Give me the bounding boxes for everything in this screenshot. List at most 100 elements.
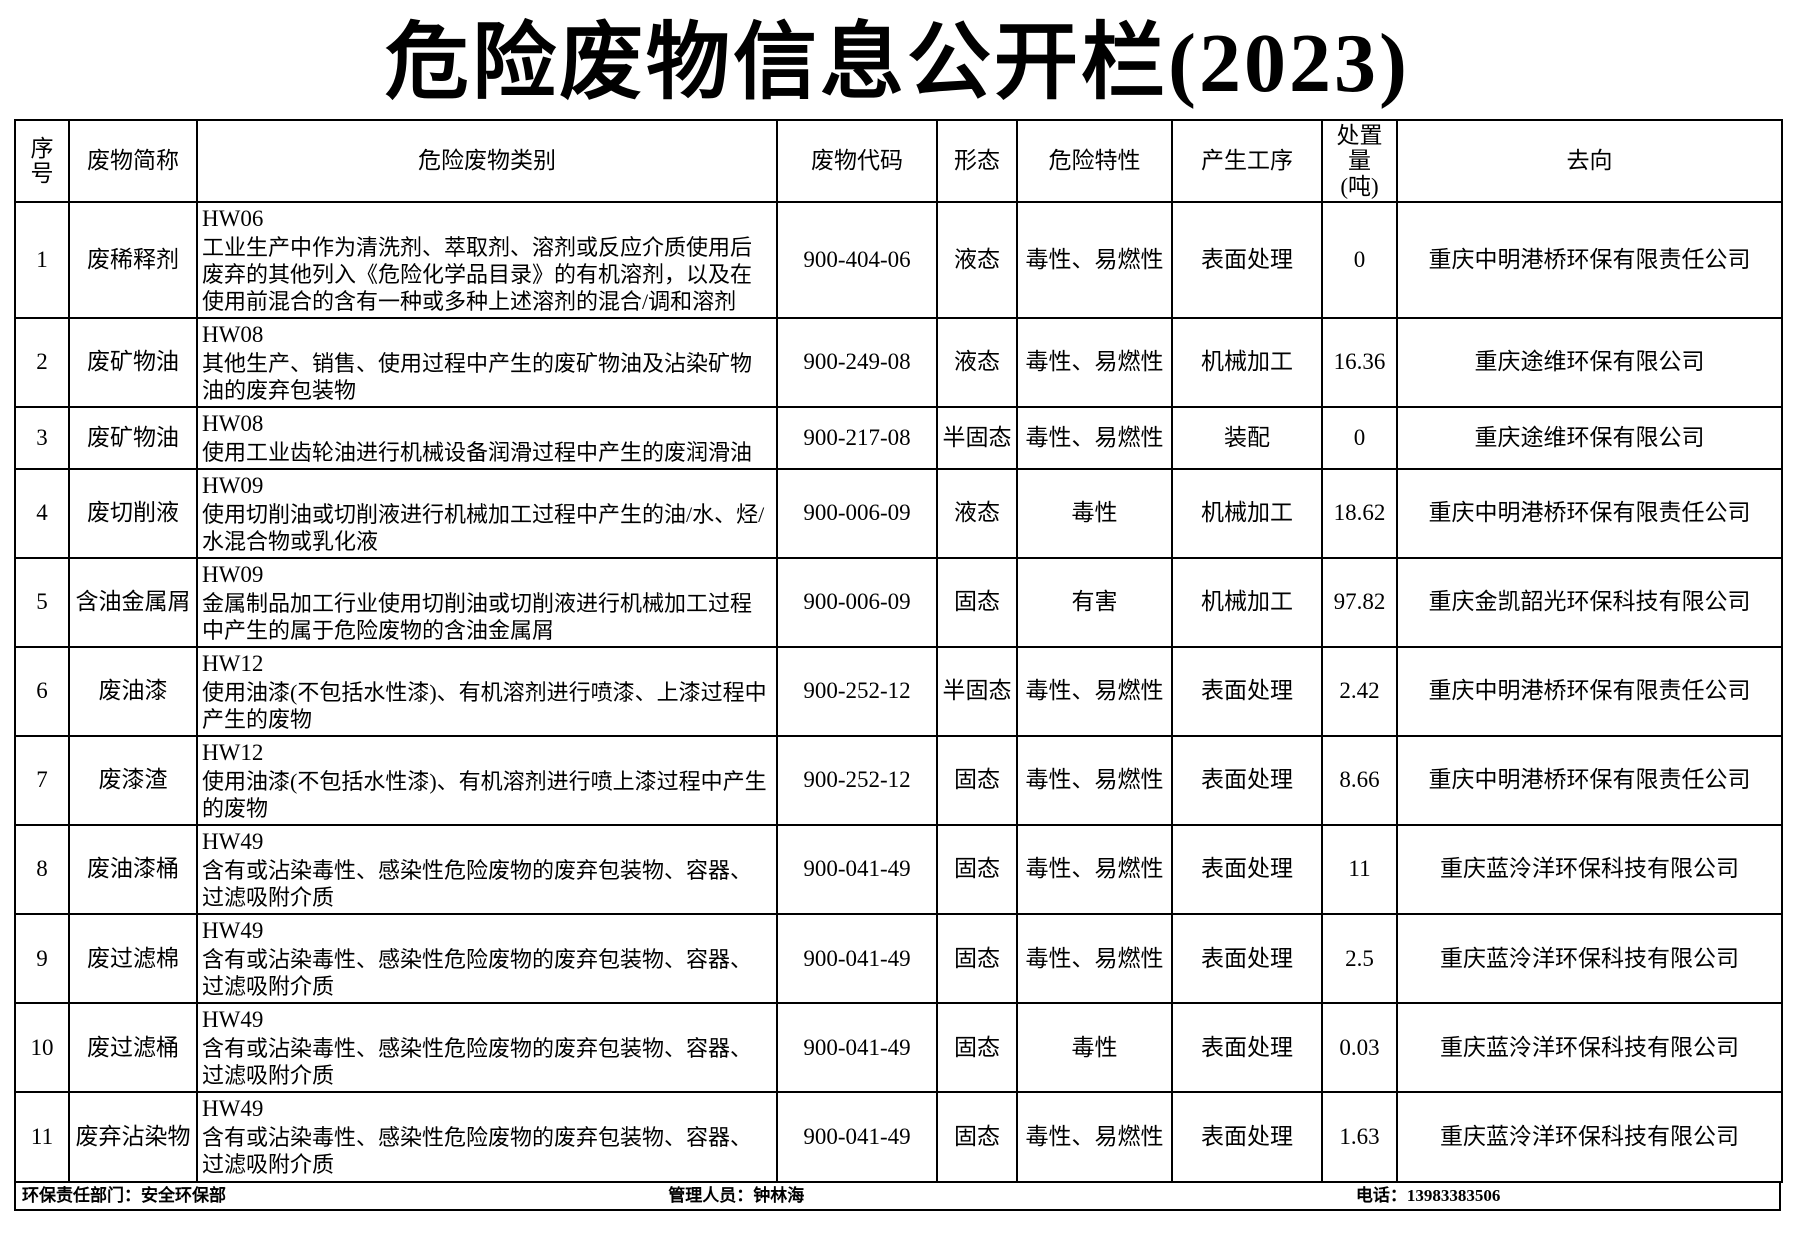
table-row: 8 废油漆桶 HW49 含有或沾染毒性、感染性危险废物的废弃包装物、容器、过滤吸附介质…	[14, 824, 1783, 916]
waste-form: 固态	[936, 1091, 1018, 1183]
category-description: 使用油漆(不包括水性漆)、有机溶剂进行喷漆、上漆过程中产生的废物	[202, 679, 767, 733]
waste-category: HW08 使用工业齿轮油进行机械设备润滑过程中产生的废润滑油	[196, 406, 778, 471]
waste-table-body: 1 废稀释剂 HW06 工业生产中作为清洗剂、萃取剂、溶剂或反应介质使用后废弃的其他列…	[14, 200, 1783, 1183]
row-number: 8	[14, 824, 70, 916]
waste-form: 固态	[936, 735, 1018, 827]
header-amount: 处置量 (吨)	[1321, 119, 1398, 203]
row-number: 3	[14, 406, 70, 471]
waste-form: 半固态	[936, 646, 1018, 738]
table-row: 3 废矿物油 HW08 使用工业齿轮油进行机械设备润滑过程中产生的废润滑油 900-21…	[14, 406, 1783, 471]
header-hazard: 危险特性	[1016, 119, 1173, 203]
waste-code: 900-217-08	[776, 406, 938, 471]
table-row: 2 废矿物油 HW08 其他生产、销售、使用过程中产生的废矿物油及沾染矿物油的废弃包装…	[14, 317, 1783, 409]
disposal-amount: 18.62	[1321, 468, 1398, 560]
disposal-amount: 97.82	[1321, 557, 1398, 649]
hw-code: HW06	[202, 206, 264, 231]
responsible-department: 环保责任部门：安全环保部	[22, 1185, 226, 1205]
production-process: 机械加工	[1171, 557, 1323, 649]
waste-name: 废漆渣	[68, 735, 198, 827]
header-category: 危险废物类别	[196, 119, 778, 203]
hazard-traits: 毒性、易燃性	[1016, 735, 1173, 827]
waste-name: 废矿物油	[68, 406, 198, 471]
table-footer: 环保责任部门：安全环保部 管理人员：钟林海 电话：13983383506	[14, 1182, 1781, 1211]
row-number: 11	[14, 1091, 70, 1183]
row-number: 9	[14, 913, 70, 1005]
header-no: 序号	[14, 119, 70, 203]
disposal-amount: 2.5	[1321, 913, 1398, 1005]
production-process: 表面处理	[1171, 824, 1323, 916]
waste-form: 固态	[936, 1002, 1018, 1094]
hazard-traits: 毒性	[1016, 468, 1173, 560]
hw-code: HW08	[202, 322, 264, 348]
waste-name: 废油漆桶	[68, 824, 198, 916]
category-description: 使用切削油或切削液进行机械加工过程中产生的油/水、烃/水混合物或乳化液	[202, 501, 765, 554]
hazard-traits: 毒性、易燃性	[1016, 646, 1173, 738]
hw-code: HW09	[202, 562, 264, 588]
disposal-amount: 0	[1321, 406, 1398, 471]
waste-category: HW49 含有或沾染毒性、感染性危险废物的废弃包装物、容器、过滤吸附介质	[196, 1091, 778, 1183]
destination: 重庆中明港桥环保有限责任公司	[1396, 735, 1783, 827]
waste-category: HW08 其他生产、销售、使用过程中产生的废矿物油及沾染矿物油的废弃包装物	[196, 317, 778, 409]
category-description: 含有或沾染毒性、感染性危险废物的废弃包装物、容器、过滤吸附介质	[202, 857, 753, 911]
waste-category: HW09 金属制品加工行业使用切削油或切削液进行机械加工过程中产生的属于危险废物的…	[196, 557, 778, 649]
destination: 重庆中明港桥环保有限责任公司	[1396, 200, 1783, 320]
phone: 电话：13983383506	[1355, 1185, 1501, 1205]
waste-category: HW09 使用切削油或切削液进行机械加工过程中产生的油/水、烃/水混合物或乳化液	[196, 468, 778, 560]
hazard-traits: 毒性、易燃性	[1016, 913, 1173, 1005]
hw-code: HW49	[202, 1096, 264, 1122]
category-description: 含有或沾染毒性、感染性危险废物的废弃包装物、容器、过滤吸附介质	[202, 1124, 753, 1178]
hw-code: HW12	[202, 740, 264, 766]
waste-code: 900-041-49	[776, 824, 938, 916]
category-description: 含有或沾染毒性、感染性危险废物的废弃包装物、容器、过滤吸附介质	[202, 1035, 753, 1089]
page-title: 危险废物信息公开栏(2023)	[385, 17, 1410, 110]
waste-form: 固态	[936, 913, 1018, 1005]
waste-name: 废弃沾染物	[68, 1091, 198, 1183]
disposal-amount: 16.36	[1321, 317, 1398, 409]
category-description: 工业生产中作为清洗剂、萃取剂、溶剂或反应介质使用后废弃的其他列入《危险化学品目录…	[202, 234, 753, 315]
category-description: 使用工业齿轮油进行机械设备润滑过程中产生的废润滑油	[202, 439, 753, 465]
table-row: 7 废漆渣 HW12 使用油漆(不包括水性漆)、有机溶剂进行喷上漆过程中产生的废物 90…	[14, 735, 1783, 827]
production-process: 表面处理	[1171, 1091, 1323, 1183]
waste-category: HW49 含有或沾染毒性、感染性危险废物的废弃包装物、容器、过滤吸附介质	[196, 1002, 778, 1094]
production-process: 装配	[1171, 406, 1323, 471]
waste-name: 含油金属屑	[68, 557, 198, 649]
production-process: 表面处理	[1171, 913, 1323, 1005]
hw-code: HW09	[202, 473, 264, 499]
table-row: 5 含油金属屑 HW09 金属制品加工行业使用切削油或切削液进行机械加工过程中产生的属…	[14, 557, 1783, 649]
waste-category: HW49 含有或沾染毒性、感染性危险废物的废弃包装物、容器、过滤吸附介质	[196, 913, 778, 1005]
production-process: 机械加工	[1171, 317, 1323, 409]
waste-name: 废矿物油	[68, 317, 198, 409]
waste-code: 900-006-09	[776, 468, 938, 560]
row-number: 10	[14, 1002, 70, 1094]
header-row: 序号 废物简称 危险废物类别 废物代码 形态 危险特性 产生工序 处置量 (吨)…	[14, 119, 1783, 203]
production-process: 表面处理	[1171, 646, 1323, 738]
hw-code: HW12	[202, 651, 264, 677]
production-process: 机械加工	[1171, 468, 1323, 560]
waste-form: 液态	[936, 468, 1018, 560]
table-row: 11 废弃沾染物 HW49 含有或沾染毒性、感染性危险废物的废弃包装物、容器、过滤吸附…	[14, 1091, 1783, 1183]
hazard-traits: 毒性、易燃性	[1016, 406, 1173, 471]
waste-code: 900-041-49	[776, 1091, 938, 1183]
waste-form: 固态	[936, 557, 1018, 649]
waste-code: 900-041-49	[776, 913, 938, 1005]
hazard-traits: 毒性、易燃性	[1016, 200, 1173, 320]
waste-category: HW12 使用油漆(不包括水性漆)、有机溶剂进行喷上漆过程中产生的废物	[196, 735, 778, 827]
waste-category: HW12 使用油漆(不包括水性漆)、有机溶剂进行喷漆、上漆过程中产生的废物	[196, 646, 778, 738]
row-number: 4	[14, 468, 70, 560]
page: 危险废物信息公开栏(2023) 序号 废物简称 危险废物类别 废物代码 形态 危…	[14, 17, 1783, 1211]
hazard-traits: 有害	[1016, 557, 1173, 649]
waste-category: HW06 工业生产中作为清洗剂、萃取剂、溶剂或反应介质使用后废弃的其他列入《危险化…	[196, 200, 778, 320]
header-process: 产生工序	[1171, 119, 1323, 203]
table-row: 1 废稀释剂 HW06 工业生产中作为清洗剂、萃取剂、溶剂或反应介质使用后废弃的其他列…	[14, 200, 1783, 320]
waste-form: 液态	[936, 200, 1018, 320]
row-number: 7	[14, 735, 70, 827]
disposal-amount: 11	[1321, 824, 1398, 916]
destination: 重庆蓝泠洋环保科技有限公司	[1396, 1002, 1783, 1094]
category-description: 金属制品加工行业使用切削油或切削液进行机械加工过程中产生的属于危险废物的含油金属…	[202, 590, 753, 643]
table-row: 10 废过滤桶 HW49 含有或沾染毒性、感染性危险废物的废弃包装物、容器、过滤吸附介…	[14, 1002, 1783, 1094]
production-process: 表面处理	[1171, 735, 1323, 827]
destination: 重庆中明港桥环保有限责任公司	[1396, 468, 1783, 560]
header-waste-name: 废物简称	[68, 119, 198, 203]
destination: 重庆途维环保有限公司	[1396, 406, 1783, 471]
row-number: 1	[14, 200, 70, 320]
